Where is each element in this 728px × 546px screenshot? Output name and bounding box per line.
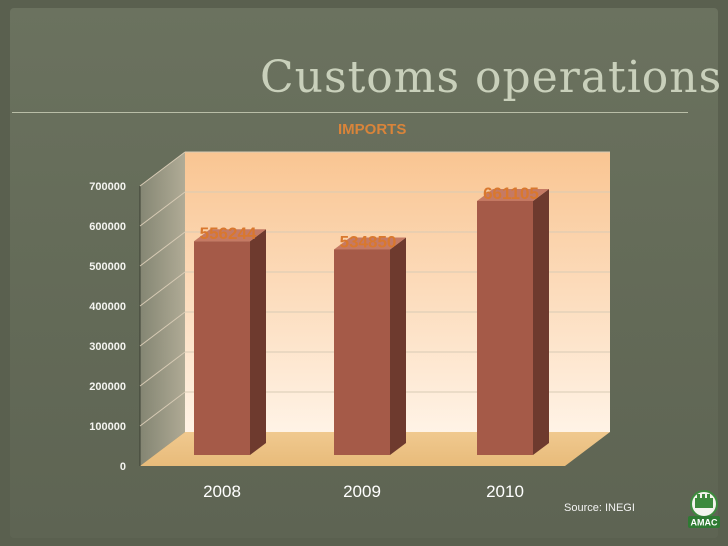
source-note: Source: INEGI xyxy=(564,502,635,514)
gridline-side xyxy=(139,311,186,347)
y-tick-label: 600000 xyxy=(89,221,126,233)
data-label: 661105 xyxy=(483,184,539,203)
logo-text: AMAC xyxy=(691,518,718,528)
x-tick-label: 2008 xyxy=(203,482,241,501)
bar-top xyxy=(194,229,266,242)
chart-subtitle: IMPORTS xyxy=(338,121,407,138)
data-label: 534850 xyxy=(340,232,397,251)
gridline-side xyxy=(139,271,186,307)
x-tick-label: 2009 xyxy=(343,482,381,501)
bar-side xyxy=(250,229,266,455)
bar xyxy=(194,241,250,455)
data-label: 556244 xyxy=(200,224,257,243)
y-tick-label: 400000 xyxy=(89,301,126,313)
bar-side xyxy=(390,237,406,455)
gridline-side xyxy=(139,391,186,427)
y-tick-label: 100000 xyxy=(89,421,126,433)
gridline-side xyxy=(139,231,186,267)
bar-side xyxy=(533,188,549,456)
x-tick-label: 2010 xyxy=(486,482,524,501)
y-tick-label: 300000 xyxy=(89,341,126,353)
bar-top xyxy=(334,237,406,250)
y-tick-label: 700000 xyxy=(89,181,126,193)
bar xyxy=(477,200,533,455)
bar xyxy=(334,249,390,455)
bar-top xyxy=(477,188,549,201)
title-divider xyxy=(12,112,688,113)
gridline-side xyxy=(139,191,186,227)
y-tick-label: 0 xyxy=(120,461,126,473)
gridline-side xyxy=(139,151,186,187)
y-tick-label: 200000 xyxy=(89,381,126,393)
plot-side-wall xyxy=(140,152,185,466)
amac-logo: AMAC xyxy=(688,490,720,528)
slide-title: Customs operations xyxy=(260,52,723,103)
gridline-side xyxy=(139,351,186,387)
y-tick-label: 500000 xyxy=(89,261,126,273)
